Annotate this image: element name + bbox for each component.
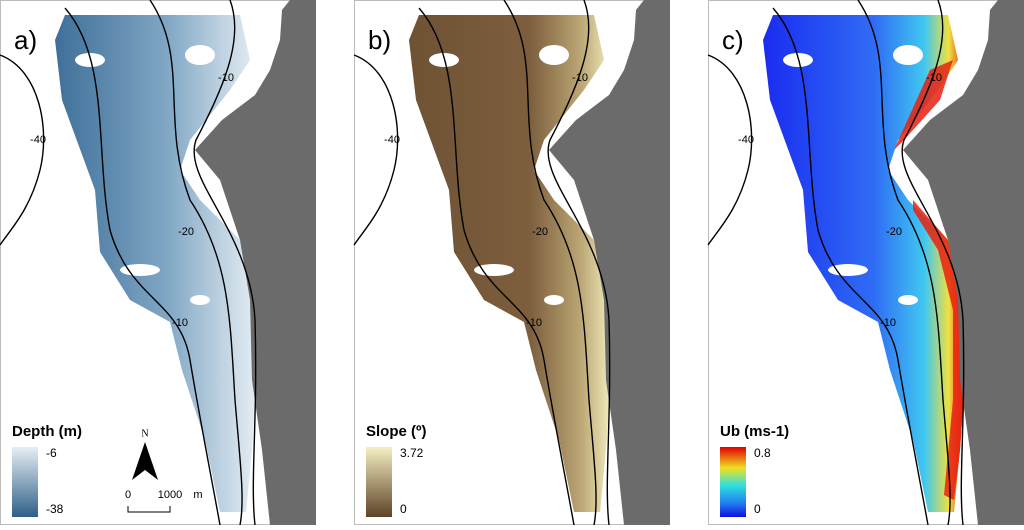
legend-top-value: 3.72	[400, 446, 424, 460]
legend-top-value: -6	[46, 446, 57, 460]
data-gap	[544, 295, 564, 305]
legend-title: Slope (º)	[366, 423, 426, 440]
legend-ramp	[12, 447, 38, 517]
legend-top-value: 0.8	[754, 446, 771, 460]
contour-label: -40	[384, 134, 400, 146]
contour-label: -20	[178, 226, 194, 238]
contour-label: -20	[532, 226, 548, 238]
scale-unit: m	[193, 489, 202, 501]
legend-title: Ub (ms-1)	[720, 423, 789, 440]
contour-label: -40	[738, 134, 754, 146]
map-panel: -40 -10 -20 -10 a) Depth (m) -6 -38 N 0 1000 m	[0, 0, 316, 525]
scale-end: 1000	[158, 489, 182, 501]
contour-label: -10	[572, 72, 588, 84]
panel-label: a)	[14, 25, 37, 55]
contour-label: -10	[880, 317, 896, 329]
panel-label: b)	[368, 25, 391, 55]
scale-start: 0	[125, 489, 131, 501]
data-gap	[190, 295, 210, 305]
data-gap	[898, 295, 918, 305]
legend-title: Depth (m)	[12, 423, 82, 440]
contour-label: -10	[218, 72, 234, 84]
data-gap	[539, 45, 569, 65]
legend-bottom-value: -38	[46, 502, 64, 516]
legend-bottom-value: 0	[754, 502, 761, 516]
data-gap	[893, 45, 923, 65]
north-label: N	[141, 428, 148, 439]
contour-label: -20	[886, 226, 902, 238]
map-panel: -40 -10 -20 -10 b) Slope (º) 3.72 0	[354, 0, 670, 525]
data-gap	[185, 45, 215, 65]
map-panel: -40 -10 -20 -10 c) Ub (ms-1) 0.8 0	[708, 0, 1024, 525]
legend-bottom-value: 0	[400, 502, 407, 516]
contour-label: -10	[172, 317, 188, 329]
legend-ramp	[366, 447, 392, 517]
contour-label: -10	[526, 317, 542, 329]
panel-label: c)	[722, 25, 744, 55]
legend-ramp	[720, 447, 746, 517]
contour-label: -40	[30, 134, 46, 146]
map-figure: -40 -10 -20 -10 a) Depth (m) -6 -38 N 0 1000 m -40 -1…	[0, 0, 1024, 525]
contour-label: -10	[926, 72, 942, 84]
